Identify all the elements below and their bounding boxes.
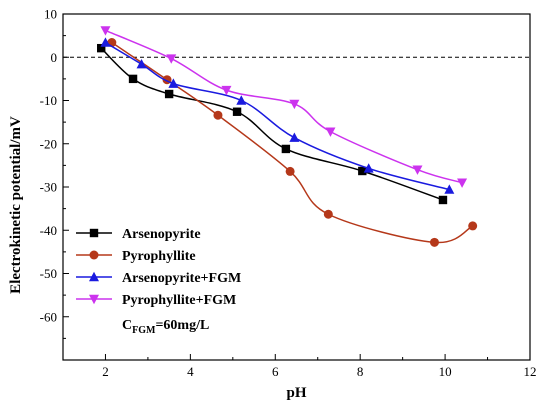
data-point: [213, 110, 223, 120]
data-point: [325, 127, 336, 137]
x-tick-label: 10: [439, 364, 452, 379]
data-point: [136, 58, 147, 69]
data-point: [358, 166, 367, 176]
series-layer: [97, 26, 478, 247]
data-point: [363, 163, 374, 173]
data-point: [457, 178, 468, 188]
data-point: [168, 78, 179, 88]
data-point: [281, 144, 291, 154]
y-tick-label: -60: [40, 309, 57, 324]
x-tick-label: 12: [524, 364, 537, 379]
data-point: [236, 95, 247, 105]
series-line: [105, 29, 463, 184]
plot-frame: [62, 13, 531, 361]
y-axis-title: Electrokinetic potential/mV: [8, 116, 24, 294]
series-line: [111, 41, 474, 244]
data-point: [166, 54, 177, 64]
y-tick-label: -30: [40, 180, 57, 195]
annotation-value: =60mg/L: [155, 318, 209, 333]
series-pyrophyllite: [107, 38, 478, 247]
legend-item: Arsenopyrite: [76, 227, 201, 242]
data-point: [285, 166, 295, 176]
legend-marker: [89, 294, 99, 305]
data-point: [429, 237, 439, 247]
y-tick-label: 0: [51, 50, 58, 65]
y-tick-label: -50: [40, 266, 57, 281]
axes: 2 4 6 8 10 12 10 0 -10 -20 -30 -40 -50 -60: [40, 7, 537, 380]
y-tick-label: -10: [40, 93, 57, 108]
x-tick-label: 6: [272, 364, 279, 379]
data-point: [232, 107, 242, 116]
legend-label: Arsenopyrite+FGM: [122, 271, 241, 286]
legend-item: Arsenopyrite+FGM: [76, 271, 241, 286]
annotation-main: C: [122, 318, 132, 333]
series-arsenopyrite: [97, 43, 448, 205]
data-point: [100, 26, 111, 36]
series-pyrophyllite-fgm: [100, 26, 468, 188]
data-point: [100, 37, 111, 47]
legend-item: Pyrophyllite: [76, 249, 196, 264]
y-tick-label: 10: [44, 7, 57, 22]
plot-area: [62, 13, 531, 361]
data-point: [412, 165, 423, 175]
x-tick-label: 4: [187, 364, 194, 379]
data-point: [128, 74, 138, 84]
series-line: [105, 41, 450, 191]
annotation-subscript: FGM: [132, 325, 156, 336]
x-axis-title: pH: [286, 385, 306, 401]
legend: Arsenopyrite Pyrophyllite Arsenopyrite+FGM…: [76, 227, 241, 336]
y-tick-label: -40: [40, 223, 57, 238]
legend-item: Pyrophyllite+FGM: [76, 293, 236, 308]
y-tick-label: -20: [40, 136, 57, 151]
concentration-annotation: CFGM=60mg/L: [122, 318, 209, 336]
data-point: [164, 89, 174, 99]
data-point: [221, 85, 232, 96]
series-line: [100, 47, 444, 201]
legend-label: Pyrophyllite+FGM: [122, 293, 236, 308]
series-arsenopyrite-fgm: [100, 37, 455, 194]
data-point: [97, 43, 106, 53]
data-point: [444, 184, 455, 194]
x-tick-label: 2: [102, 364, 109, 379]
legend-label: Pyrophyllite: [122, 249, 196, 264]
legend-label: Arsenopyrite: [122, 227, 201, 242]
data-point: [323, 209, 333, 219]
legend-marker: [89, 228, 99, 238]
data-point: [289, 132, 300, 142]
legend-marker: [89, 271, 99, 282]
data-point: [438, 195, 448, 205]
data-point: [289, 99, 300, 110]
data-point: [468, 221, 478, 231]
legend-marker: [89, 250, 99, 260]
x-tick-label: 8: [357, 364, 364, 379]
